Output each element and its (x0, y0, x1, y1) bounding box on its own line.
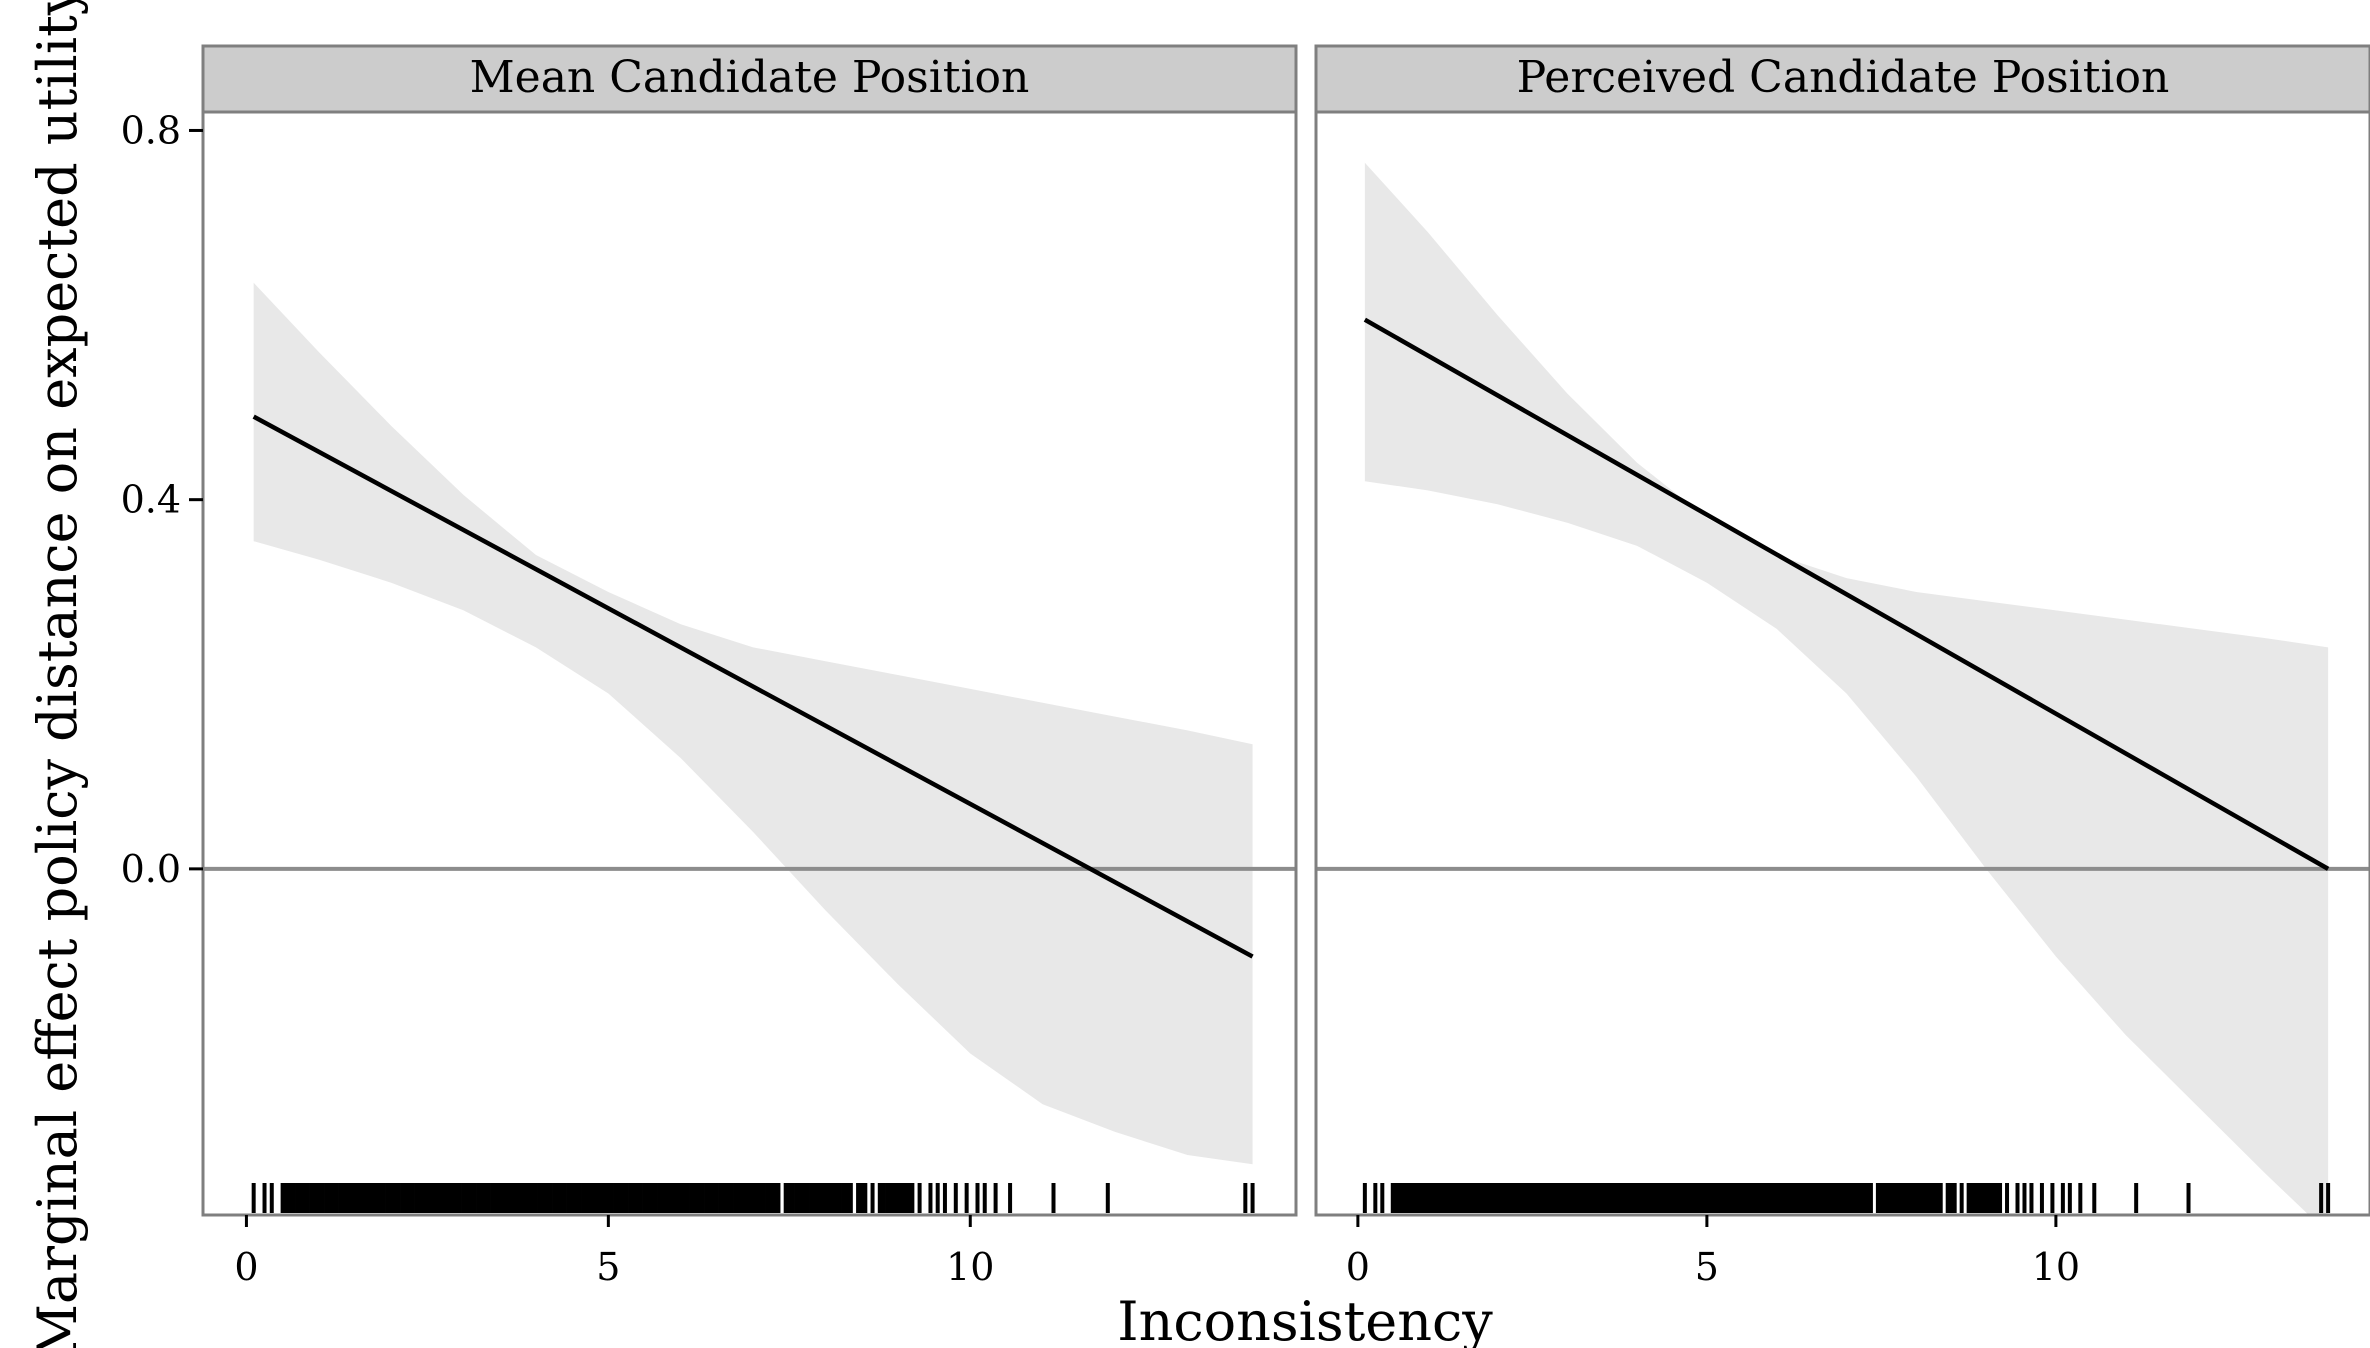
y-axis: 0.8 0.4 0.0 (121, 108, 203, 891)
panel-1: Mean Candidate Position 0 5 10 (201, 44, 1298, 1289)
panel-title: Mean Candidate Position (470, 52, 1030, 103)
x-tick-label: 5 (1695, 1245, 1719, 1289)
x-tick-label: 5 (596, 1245, 620, 1289)
strip-background (201, 44, 1298, 114)
confidence-ribbon (253, 282, 1253, 1165)
strip-background (1314, 44, 2370, 114)
panel-border (201, 110, 1298, 1217)
marginal-effect-line (1363, 317, 2330, 871)
x-tick-label: 10 (2032, 1245, 2080, 1289)
x-tick-label: 0 (1346, 1245, 1370, 1289)
x-axis-title: Inconsistency (1117, 1290, 1493, 1348)
rug (1362, 1183, 2331, 1213)
x-tick-label: 0 (234, 1245, 258, 1289)
y-tick-label: 0.4 (121, 478, 181, 522)
marginal-effect-line (252, 414, 1254, 959)
panel-2: Perceived Candidate Position 0 5 10 (1314, 44, 2370, 1289)
y-tick-label: 0.0 (121, 847, 181, 891)
panel-title: Perceived Candidate Position (1517, 52, 2170, 103)
y-tick-label: 0.8 (121, 108, 181, 152)
rug (251, 1183, 1255, 1213)
y-axis-title: Marginal effect policy distance on expec… (26, 0, 89, 1348)
panel-border (1314, 110, 2370, 1217)
confidence-ribbon (1364, 162, 2329, 1215)
x-tick-label: 10 (946, 1245, 994, 1289)
